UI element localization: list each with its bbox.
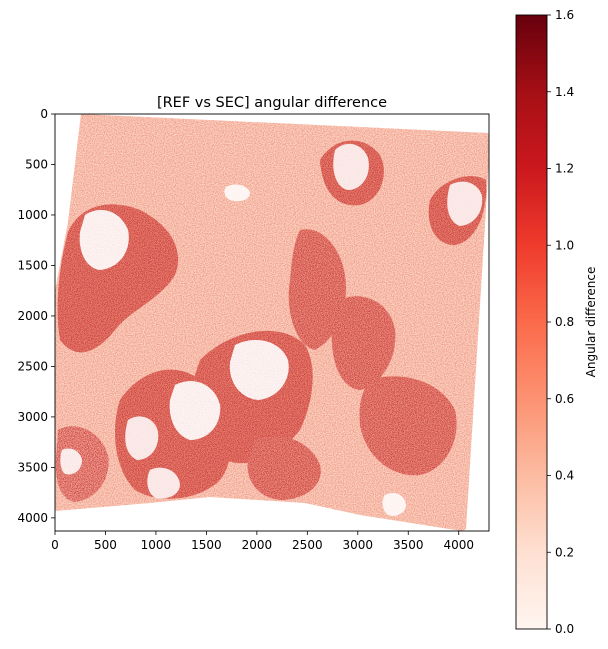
y-tick-label: 4000 [17,511,48,525]
x-tick-label: 0 [51,538,59,552]
y-tick-label: 1500 [17,258,48,272]
colorbar-tick-label: 0.4 [555,469,574,483]
x-tick-label: 2500 [292,538,323,552]
hole-small-center [224,184,250,202]
chart-title: [REF vs SEC] angular difference [157,95,387,111]
colorbar [515,14,548,630]
y-tick-label: 500 [25,157,48,171]
y-tick-label: 3500 [17,460,48,474]
colorbar-label: Angular difference [584,267,598,378]
colorbar-tick-label: 1.6 [555,8,574,22]
x-tick-label: 1000 [141,538,172,552]
y-tick-label: 1000 [17,208,48,222]
hole-bottom-left-c [147,467,180,499]
y-tick-label: 2000 [17,309,48,323]
hole-bottom-left-b [125,416,159,460]
hole-lower-left [60,448,82,475]
colorbar-tick-label: 0.2 [555,545,574,559]
colorbar-tick-label: 0.8 [555,315,574,329]
y-tick-label: 2500 [17,359,48,373]
x-tick-label: 2000 [242,538,273,552]
x-axis: 0 500 1000 1500 2000 2500 3000 3500 4000 [51,531,474,552]
colorbar-tick-label: 1.0 [555,238,574,252]
heatmap-image [55,114,489,531]
colorbar-tick-label: 0.0 [555,622,574,636]
colorbar-tick-label: 1.2 [555,162,574,176]
x-tick-label: 4000 [443,538,474,552]
y-axis: 0 500 1000 1500 2000 2500 3000 3500 4000 [17,107,55,525]
y-tick-label: 0 [40,107,48,121]
hole-top-center [333,143,369,190]
colorbar-tick-label: 1.4 [555,85,574,99]
hole-bottom-right [382,493,406,516]
hole-right-top [447,181,483,226]
plot-frame [54,113,490,532]
x-tick-label: 1500 [191,538,222,552]
no-data-holes-texture [79,210,289,440]
colorbar-tick-label: 0.6 [555,392,574,406]
x-tick-label: 3000 [343,538,374,552]
colorbar-ticks: 0.0 0.2 0.4 0.6 0.8 1.0 1.2 1.4 1.6 [547,8,574,636]
x-tick-label: 500 [94,538,117,552]
y-tick-label: 3000 [17,410,48,424]
x-tick-label: 3500 [393,538,424,552]
